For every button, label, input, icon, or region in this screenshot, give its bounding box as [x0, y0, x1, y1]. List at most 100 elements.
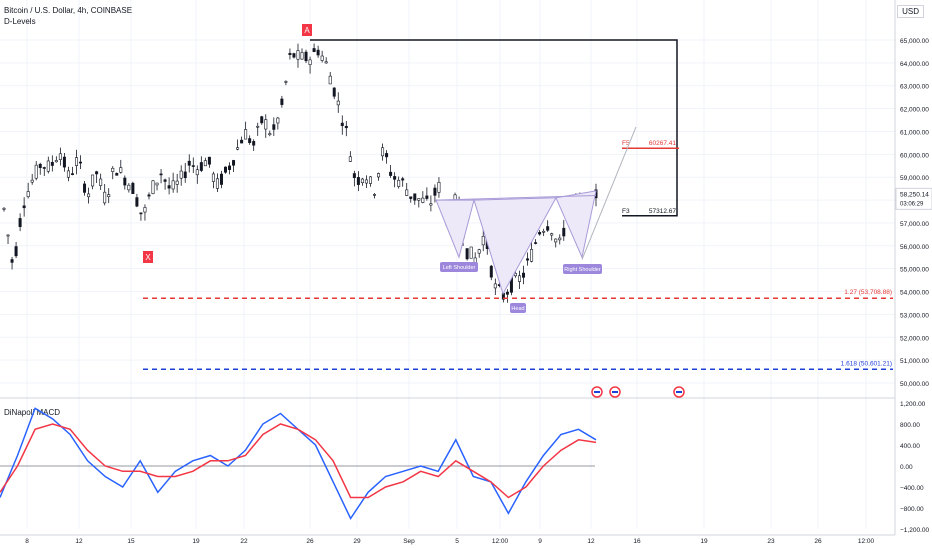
candle-body [183, 171, 187, 179]
candle-body [22, 205, 26, 209]
candle-body [538, 232, 542, 235]
y-tick-label: 60,000.00 [900, 152, 929, 159]
candle-body [348, 156, 352, 162]
candle-body [163, 179, 167, 182]
target-f3-label: F3 [622, 208, 630, 215]
point-x-marker [143, 251, 153, 263]
candle-body [167, 185, 171, 189]
y-tick-label: 55,000.00 [900, 267, 929, 274]
candle-body [546, 226, 550, 231]
candle-body [530, 249, 534, 262]
x-tick-label: 8 [25, 538, 29, 545]
candle-body [522, 272, 526, 278]
candle-body [252, 141, 256, 146]
candle-body [159, 173, 163, 176]
candle-body [272, 124, 276, 130]
candle-body [219, 173, 223, 185]
target-f3-value: 57312.67 [649, 208, 676, 215]
macd-tick-label: 400.00 [900, 443, 920, 450]
candle-body [300, 52, 304, 60]
macd-fast-line [0, 407, 597, 521]
candle-body [199, 162, 203, 171]
candle-body [477, 249, 481, 254]
candle-body [513, 272, 517, 277]
candle-body [304, 51, 308, 62]
currency-button[interactable]: USD [897, 5, 924, 18]
symbol-title: Bitcoin / U.S. Dollar, 4h, COINBASE [4, 6, 133, 15]
y-tick-label: 62,000.00 [900, 107, 929, 114]
candle-body [223, 166, 227, 173]
candle-body [292, 53, 296, 58]
candle-body [147, 194, 151, 197]
x-tick-label: 26 [814, 538, 822, 545]
x-tick-label: Sep [403, 538, 415, 545]
candle-body [276, 117, 280, 124]
candle-body [107, 194, 111, 198]
candle-body [340, 122, 344, 127]
x-tick-label: 15 [127, 538, 135, 545]
point-a-label: A [304, 26, 310, 35]
candle-body [328, 75, 332, 85]
candle-body [385, 153, 389, 158]
y-tick-label: 51,000.00 [900, 358, 929, 365]
y-tick-label: 54,000.00 [900, 290, 929, 297]
pattern-shape [555, 190, 597, 259]
candle-body [493, 283, 497, 289]
y-tick-label: 64,000.00 [900, 61, 929, 68]
candle-body [62, 156, 66, 168]
candle-body [139, 212, 143, 215]
point-x-label: X [145, 253, 151, 262]
dlevel-box [310, 39, 678, 217]
candle-body [360, 178, 364, 184]
candle-body [413, 193, 417, 201]
candle-body [240, 139, 244, 144]
candle-body [18, 218, 22, 227]
candle-body [558, 237, 562, 241]
candle-body [123, 177, 127, 186]
left-shoulder-label-bg [440, 262, 478, 272]
x-tick-label: 29 [353, 538, 361, 545]
pattern-shape [473, 197, 557, 296]
candle-body [268, 133, 272, 136]
candle-body [381, 147, 385, 157]
candle-body [14, 246, 18, 257]
y-tick-label: 61,000.00 [900, 129, 929, 136]
candle-body [211, 173, 215, 182]
candle-body [550, 233, 554, 236]
candle-body [437, 182, 441, 193]
candle-body [534, 242, 538, 244]
macd-tick-label: 800.00 [900, 422, 920, 429]
candle-body [469, 246, 473, 259]
x-tick-label: 26 [306, 538, 314, 545]
candle-body [336, 100, 340, 106]
candle-body [207, 156, 211, 165]
candle-body [401, 178, 405, 181]
price-tag-bg [895, 187, 932, 210]
candle-body [517, 275, 521, 282]
candle-body [364, 179, 368, 184]
candle-body [74, 157, 78, 166]
candle-body [417, 198, 421, 201]
candle-body [83, 183, 87, 193]
target-f5-value: 60267.41 [649, 140, 676, 147]
candle-body [389, 171, 393, 176]
candle-body [409, 196, 413, 199]
candle-body [244, 129, 248, 140]
candle-body [79, 161, 83, 164]
candle-body [30, 179, 34, 183]
candle-body [10, 259, 14, 263]
candle-body [232, 160, 236, 166]
target-f5-label: F5 [622, 140, 630, 147]
right-shoulder-label: Right Shoulder [564, 267, 601, 273]
y-tick-label: 59,000.00 [900, 175, 929, 182]
candle-body [87, 193, 91, 198]
candle-body [481, 235, 485, 246]
x-tick-label: 12:00 [858, 538, 875, 545]
candle-body [433, 187, 437, 196]
y-tick-label: 63,000.00 [900, 84, 929, 91]
x-tick-label: 19 [700, 538, 708, 545]
candle-body [554, 238, 558, 243]
candle-body [111, 167, 115, 172]
candle-body [373, 194, 377, 196]
